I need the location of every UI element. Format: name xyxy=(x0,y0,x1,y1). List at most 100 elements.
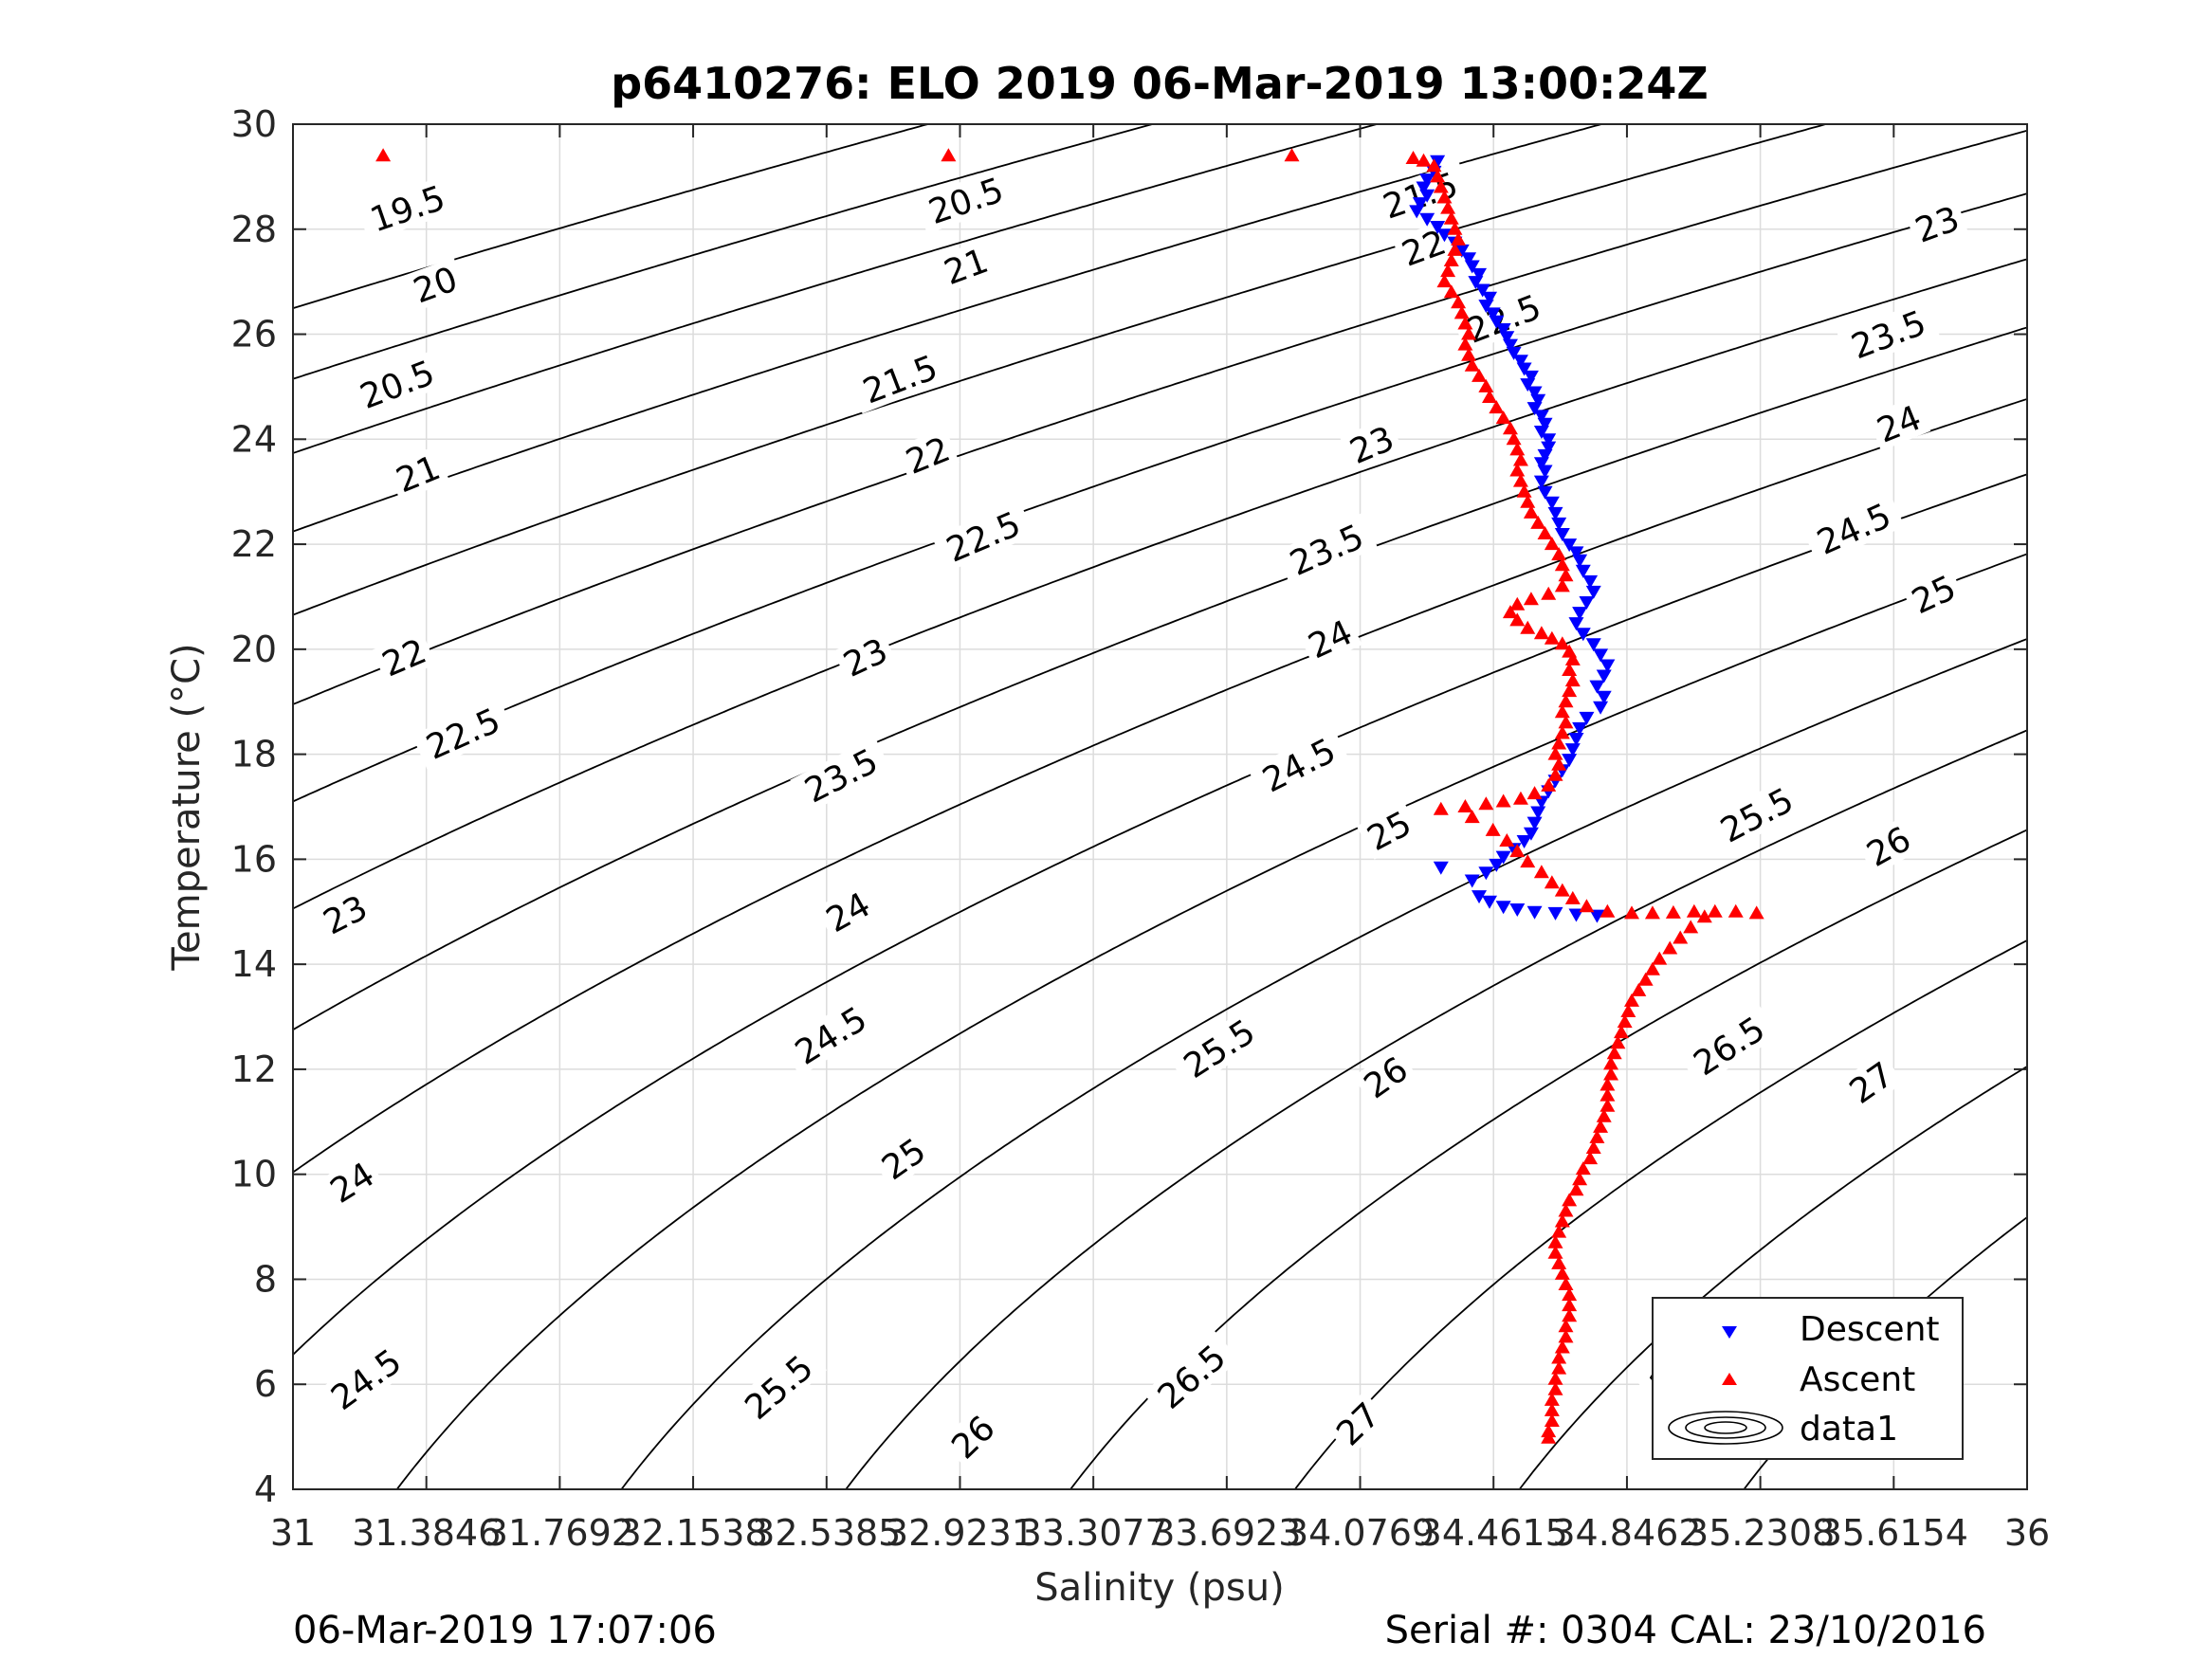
descent-point xyxy=(1596,690,1612,704)
x-tick-label: 35.2308 xyxy=(1686,1512,1835,1554)
ascent-point xyxy=(1551,547,1567,561)
ascent-point xyxy=(1461,347,1477,361)
ascent-point xyxy=(1533,626,1549,640)
y-tick-label: 30 xyxy=(231,103,277,145)
ascent-point xyxy=(1728,903,1744,918)
contour-label-bg xyxy=(1143,1331,1240,1422)
descent-point xyxy=(1453,244,1470,258)
contour-label-bg xyxy=(1905,196,1969,251)
descent-point xyxy=(1499,331,1515,345)
ascent-point xyxy=(1544,1392,1560,1406)
descent-point xyxy=(1544,496,1560,510)
descent-point xyxy=(1489,315,1505,329)
x-tick-label: 34.8462 xyxy=(1552,1512,1701,1554)
ascent-point xyxy=(1509,463,1526,477)
contour-label-bg xyxy=(790,737,892,814)
descent-point xyxy=(1430,221,1446,234)
ascent-point xyxy=(1547,1381,1563,1395)
ascent-point xyxy=(1562,1298,1578,1312)
legend-contour-icon xyxy=(1668,1411,1783,1445)
legend-descent-label: Descent xyxy=(1800,1310,1940,1349)
density-contour xyxy=(845,729,2027,1489)
ascent-point xyxy=(1547,1234,1563,1249)
x-axis-label: Salinity (psu) xyxy=(1034,1566,1284,1610)
ascent-point xyxy=(1631,982,1647,996)
ascent-point xyxy=(1554,1213,1570,1228)
density-contour xyxy=(293,124,931,310)
x-tick-label: 33.6923 xyxy=(1152,1512,1301,1554)
ascent-point xyxy=(1637,972,1654,986)
descent-point xyxy=(1533,475,1549,489)
plot-frame xyxy=(292,123,2028,1490)
descent-point xyxy=(1520,378,1536,392)
ascent-point xyxy=(1589,1129,1605,1143)
ascent-point xyxy=(1509,844,1526,858)
descent-point xyxy=(1482,291,1498,305)
density-contour xyxy=(293,258,2027,910)
y-tick-label: 20 xyxy=(231,629,277,670)
ascent-point xyxy=(1495,410,1511,425)
ascent-point xyxy=(1551,1360,1567,1375)
ascent-point xyxy=(1558,1329,1574,1343)
ascent-point xyxy=(1544,1402,1560,1416)
ascent-point xyxy=(1478,796,1494,811)
ascent-point xyxy=(1485,822,1501,836)
ascent-point xyxy=(1464,810,1480,824)
descent-point xyxy=(1547,506,1563,520)
x-tick-label: 35.6154 xyxy=(1819,1512,1968,1554)
y-tick-label: 22 xyxy=(231,523,277,565)
ascent-point xyxy=(1562,663,1578,676)
contour-label: 20 xyxy=(403,257,467,311)
ascent-point xyxy=(1593,1119,1609,1133)
density-contour xyxy=(293,124,1830,616)
ascent-point xyxy=(1284,148,1300,162)
y-tick-label: 28 xyxy=(231,209,277,250)
density-contour xyxy=(293,473,2027,1357)
ascent-point xyxy=(1544,875,1560,889)
ascent-point xyxy=(1582,1151,1599,1165)
ascent-point xyxy=(1451,231,1467,246)
contour-label-bg xyxy=(870,1127,937,1190)
ascent-point xyxy=(1551,1350,1567,1364)
ascent-point xyxy=(1554,557,1570,572)
contour-label-bg xyxy=(1325,1391,1391,1456)
ascent-point xyxy=(1558,1203,1574,1217)
ascent-point xyxy=(1512,452,1528,466)
ascent-point xyxy=(1554,883,1570,897)
ascent-point xyxy=(1472,368,1488,382)
ascent-point xyxy=(1562,1193,1578,1207)
descent-point xyxy=(1436,228,1453,243)
descent-point xyxy=(1562,538,1578,553)
contour-label-bg xyxy=(932,500,1034,573)
descent-series xyxy=(1409,155,1616,923)
density-contour xyxy=(293,124,1605,533)
ascent-point xyxy=(941,148,957,162)
descent-point xyxy=(1568,546,1584,560)
descent-point xyxy=(1600,659,1616,673)
ascent-point xyxy=(1451,295,1467,309)
descent-point xyxy=(1474,283,1490,298)
descent-point xyxy=(1537,485,1553,500)
ascent-point xyxy=(1436,274,1453,288)
contour-label-bg xyxy=(940,1404,1006,1469)
ascent-point xyxy=(1541,777,1557,792)
descent-point xyxy=(1430,155,1446,169)
descent-point xyxy=(1541,433,1557,447)
ascent-point xyxy=(375,148,392,162)
ascent-point xyxy=(1405,151,1421,164)
ascent-point xyxy=(1617,1014,1633,1029)
ascent-series xyxy=(375,148,1764,1444)
contour-label-bg xyxy=(411,696,515,771)
contour-label-bg xyxy=(1706,775,1808,854)
ascent-point xyxy=(1562,1287,1578,1302)
ascent-point xyxy=(1509,442,1526,456)
x-tick-label: 34.0769 xyxy=(1286,1512,1435,1554)
contour-label-bg xyxy=(345,349,448,419)
ascent-point xyxy=(1541,586,1557,600)
contour-label-bg xyxy=(1867,395,1931,451)
ascent-point xyxy=(1707,903,1723,918)
descent-point xyxy=(1526,402,1543,416)
contour-label-bg xyxy=(1856,816,1921,876)
y-tick-label: 14 xyxy=(231,943,277,985)
ascent-point xyxy=(1516,483,1532,498)
